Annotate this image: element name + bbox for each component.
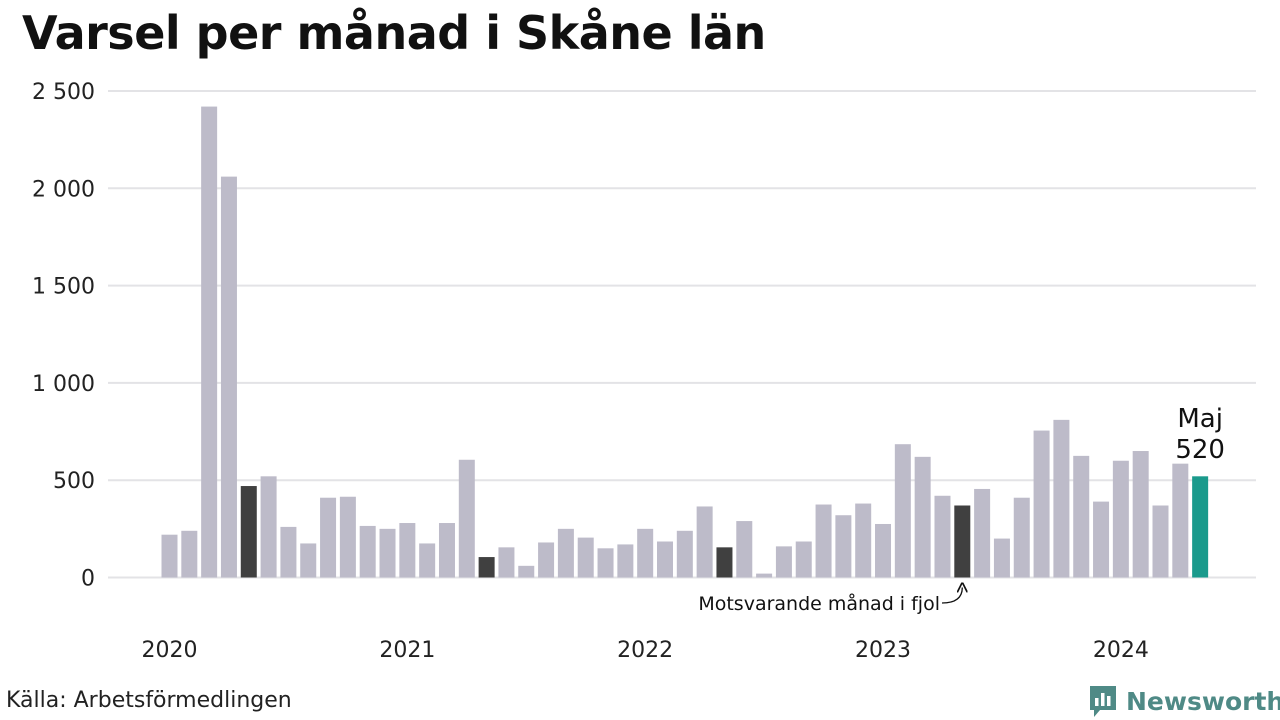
bar — [1053, 419, 1070, 578]
bar — [974, 488, 991, 578]
bar — [696, 506, 713, 578]
bar — [161, 534, 178, 578]
y-tick-label: 1 500 — [32, 275, 95, 300]
bar — [597, 548, 614, 578]
y-tick-label: 2 500 — [32, 80, 95, 105]
bar — [280, 526, 297, 578]
x-year-label: 2024 — [1093, 638, 1149, 663]
bar — [538, 542, 555, 578]
bar — [775, 546, 792, 578]
latest-month-label: Maj — [1177, 404, 1223, 434]
bar — [1172, 463, 1189, 578]
bar — [617, 544, 634, 578]
bar — [1013, 497, 1030, 578]
bar — [1073, 455, 1090, 578]
y-tick-label: 2 000 — [32, 177, 95, 202]
bar — [1112, 460, 1129, 578]
bar — [1132, 451, 1149, 578]
bar — [993, 538, 1010, 578]
bar — [557, 528, 574, 578]
x-year-label: 2023 — [855, 638, 911, 663]
bar — [438, 523, 455, 578]
brand-name: Newsworthy — [1126, 686, 1280, 716]
latest-value-label: 520 — [1175, 435, 1225, 465]
annotation-arrow — [941, 588, 962, 604]
bar — [399, 523, 416, 578]
bar — [220, 176, 237, 578]
chart-title: Varsel per månad i Skåne län — [22, 6, 766, 60]
gridlines — [108, 90, 1256, 579]
bar — [201, 106, 218, 578]
bar — [300, 543, 317, 578]
bar — [419, 543, 436, 578]
bar — [657, 541, 673, 578]
bar — [795, 541, 812, 578]
bar — [835, 515, 852, 578]
bar — [914, 456, 931, 578]
bar — [1033, 430, 1050, 578]
bar — [379, 528, 396, 578]
bar-same-month-last-year — [478, 557, 495, 578]
bar — [359, 525, 376, 578]
bar — [458, 459, 475, 578]
x-year-label: 2021 — [379, 638, 435, 663]
brand-logo: Newsworthy — [1088, 684, 1280, 718]
bar-latest-month — [1192, 476, 1209, 578]
bar — [577, 537, 594, 578]
bar-same-month-last-year — [716, 547, 733, 578]
bar-same-month-last-year — [954, 505, 971, 578]
bar — [855, 503, 872, 578]
x-year-label: 2022 — [617, 638, 673, 663]
bar — [1152, 505, 1169, 578]
bar — [637, 528, 654, 578]
bar — [1093, 501, 1110, 578]
bar — [320, 497, 337, 578]
same-month-annotation: Motsvarande månad i fjol — [698, 592, 940, 615]
bar — [815, 504, 832, 578]
y-axis-ticks: 0 500 1 000 1 500 2 000 2 500 — [32, 80, 95, 592]
y-tick-label: 1 000 — [32, 372, 95, 397]
y-tick-label: 500 — [53, 469, 95, 494]
bar — [875, 523, 892, 578]
bars — [161, 106, 1209, 578]
source-note: Källa: Arbetsförmedlingen — [6, 688, 292, 713]
x-axis-labels: 2020 2021 2022 2023 2024 — [142, 638, 1149, 663]
bar — [260, 476, 277, 578]
bar-same-month-last-year — [240, 486, 257, 578]
bar — [736, 521, 753, 578]
bar — [676, 530, 693, 578]
bar — [339, 496, 356, 578]
bar — [518, 565, 535, 578]
bar — [934, 495, 951, 578]
bar — [894, 444, 911, 578]
newsworthy-logo-icon — [1090, 686, 1116, 717]
bar — [498, 547, 515, 578]
bar — [181, 530, 198, 578]
x-year-label: 2020 — [142, 638, 198, 663]
y-tick-label: 0 — [81, 567, 95, 592]
bar — [756, 573, 773, 578]
